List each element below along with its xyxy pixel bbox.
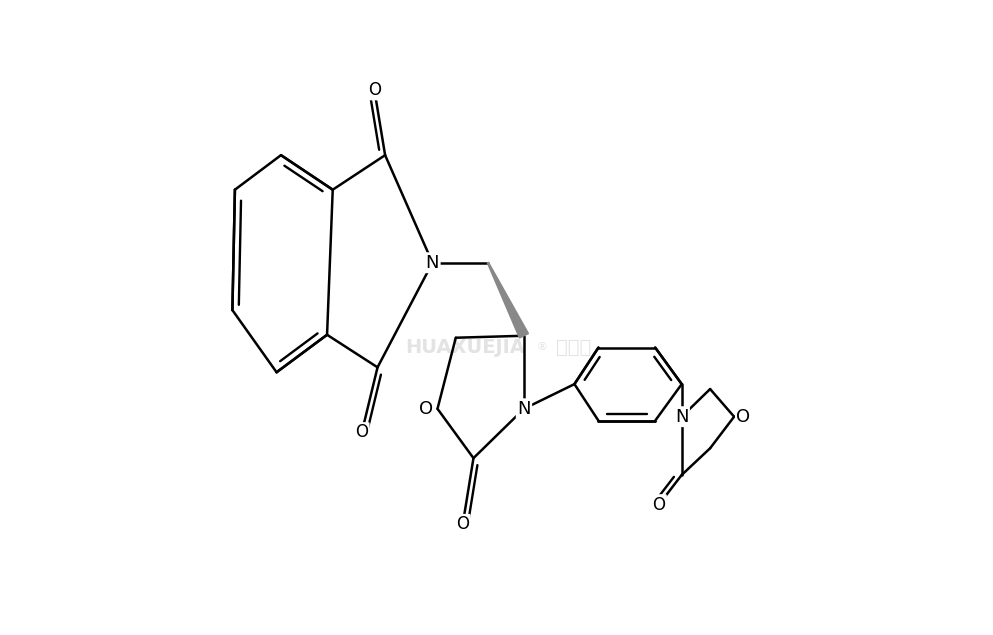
Text: ®: ® (536, 342, 547, 352)
Text: N: N (426, 254, 439, 272)
Text: O: O (456, 515, 470, 533)
Text: N: N (517, 400, 530, 418)
Text: 化学加: 化学加 (556, 338, 591, 357)
Text: O: O (419, 400, 433, 418)
Text: N: N (675, 408, 688, 425)
Polygon shape (488, 262, 528, 338)
Text: O: O (737, 408, 751, 425)
Text: O: O (355, 424, 368, 441)
Text: O: O (367, 81, 381, 99)
Text: HUAXUEJIA: HUAXUEJIA (405, 338, 525, 357)
Text: O: O (652, 495, 665, 514)
